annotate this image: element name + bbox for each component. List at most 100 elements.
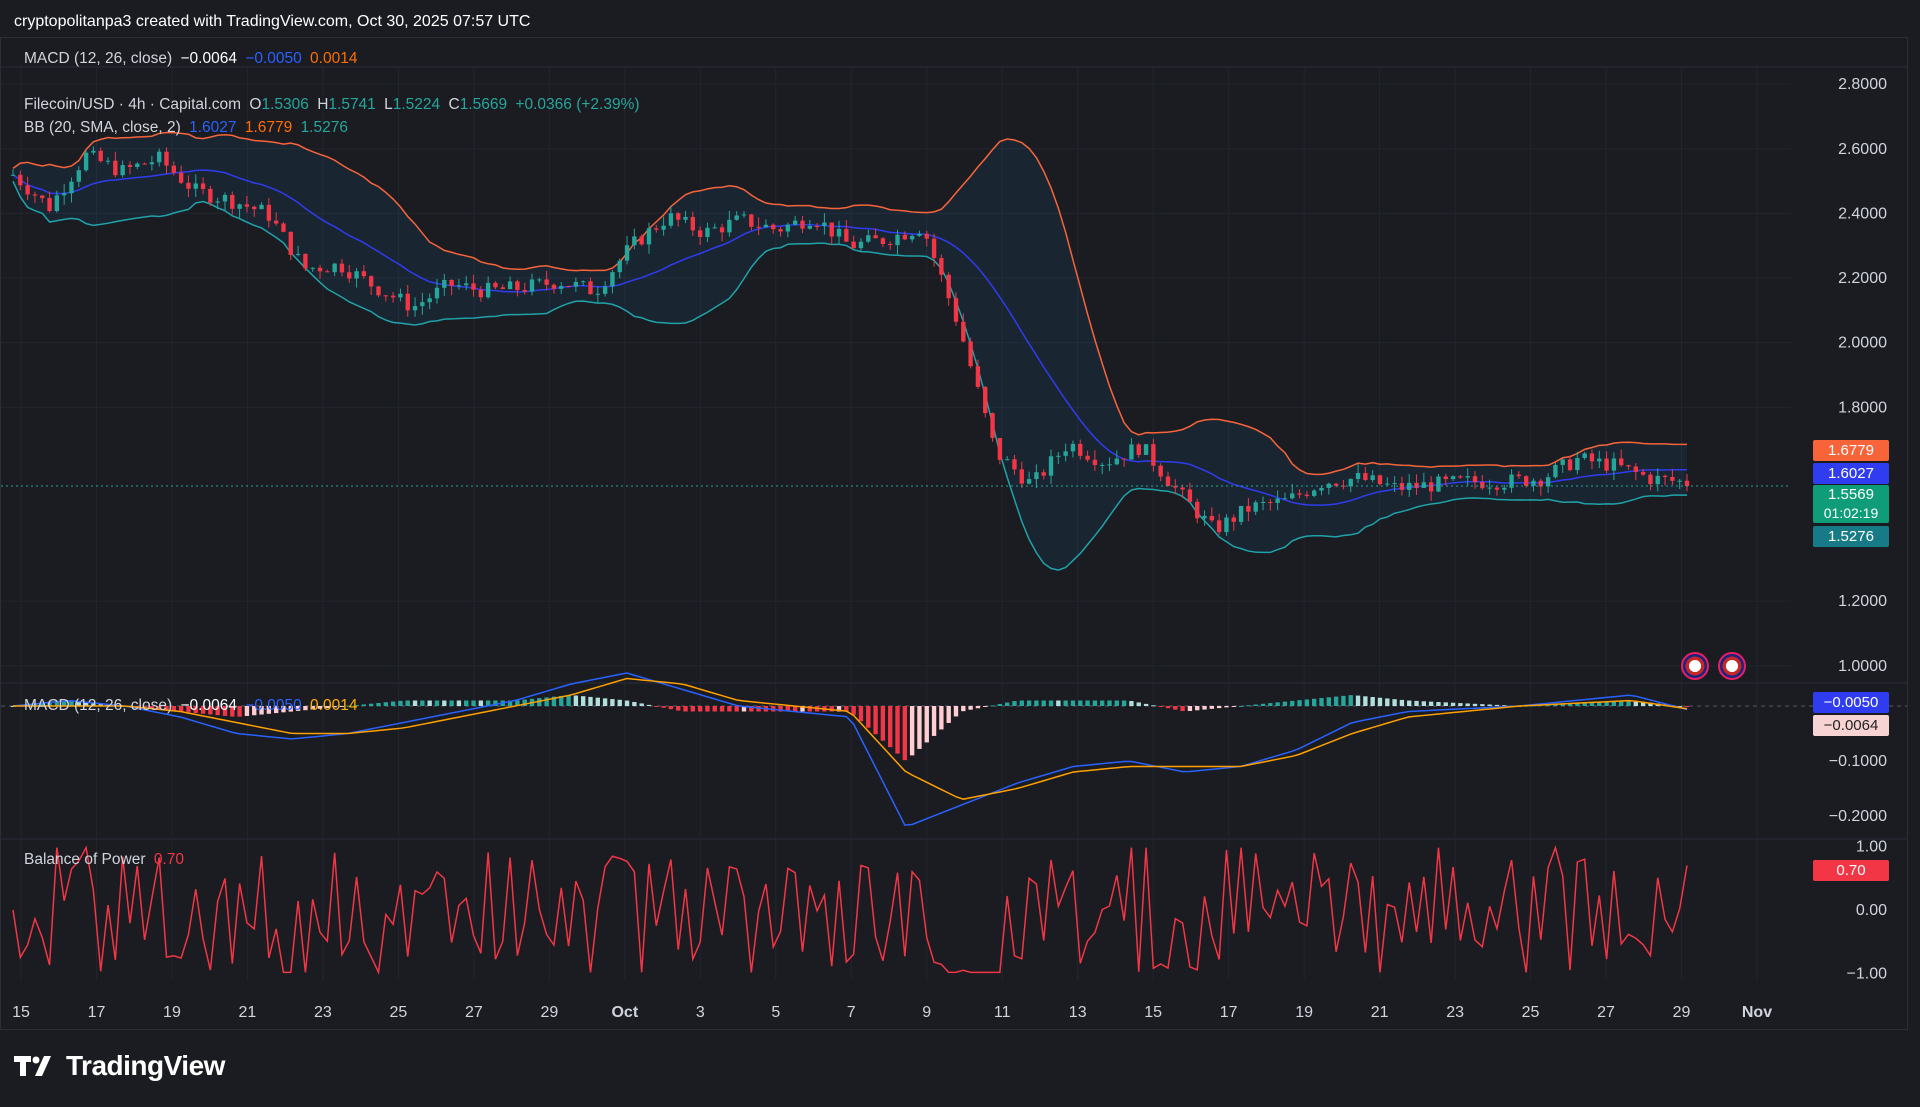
candle-body (83, 152, 89, 171)
macd-histogram-bar (1312, 698, 1317, 706)
macd-histogram-bar (1355, 695, 1361, 706)
candle-body (1516, 474, 1522, 477)
candle-body (873, 235, 878, 239)
y-tick-label: 2.0000 (1838, 335, 1887, 352)
candle-body (968, 341, 973, 367)
candle-body (661, 225, 666, 230)
macd-histogram-bar (1290, 700, 1295, 706)
bb-label: BB (20, SMA, close, 2) (24, 119, 181, 136)
macd-histogram-bar (1041, 700, 1046, 706)
macd-histogram-bar (1502, 705, 1507, 707)
macd-histogram-bar (946, 706, 951, 723)
us-flag-icon[interactable] (1718, 652, 1746, 680)
candle-body (252, 206, 257, 210)
candle-body (1297, 493, 1302, 495)
candle-body (186, 182, 191, 189)
macd-histogram-bar (200, 706, 206, 714)
candle-body (1450, 476, 1456, 480)
candle-body (654, 228, 659, 230)
candle-body (639, 236, 644, 245)
candle-body (1553, 464, 1558, 478)
candle-body (909, 235, 915, 240)
macd-histogram-bar (566, 695, 571, 706)
macd-histogram-bar (668, 706, 674, 710)
macd-signal-tag: −0.0050 (1813, 692, 1889, 713)
macd-histogram-bar (836, 706, 842, 712)
macd-histogram-bar (442, 700, 447, 706)
macd-histogram-bar (288, 706, 293, 712)
candle-body (551, 284, 557, 289)
macd-histogram-bar (1348, 695, 1353, 706)
macd-histogram-bar (1633, 701, 1639, 706)
candle-body (1333, 483, 1339, 486)
macd-histogram-bar (354, 705, 359, 707)
chart-frame[interactable]: 15 17 19 21 23 25 27 29 Oct 3 5 7 9 11 13 15 17 19 21 23 25 2… (0, 37, 1908, 1030)
macd-histogram-bar (54, 701, 60, 706)
candle-body (1428, 482, 1434, 492)
macd-histogram-bar (1004, 702, 1010, 706)
macd-histogram-bar (749, 706, 754, 712)
macd-histogram-bar (1640, 701, 1646, 706)
candle-body (610, 272, 615, 287)
candle-body (1619, 458, 1624, 466)
candle-body (325, 271, 330, 273)
macd-histogram-bar (1216, 706, 1222, 709)
macd-histogram-bar (485, 700, 491, 706)
macd-signal-line (13, 677, 1688, 800)
macd-histogram-bar (588, 696, 593, 706)
candle-body (1392, 483, 1397, 485)
candle-body (1604, 458, 1609, 471)
candle-body (1092, 459, 1098, 466)
x-tick-label: 11 (994, 1004, 1011, 1021)
candle-body (47, 198, 52, 212)
candle-body (420, 302, 425, 307)
macd-histogram-bar (807, 706, 812, 712)
candle-body (303, 253, 308, 269)
candle-body (1560, 459, 1565, 465)
macd-histogram-bar (683, 706, 688, 712)
candle-body (895, 234, 900, 246)
candle-body (836, 228, 842, 237)
candle-body (1502, 487, 1507, 490)
macd-histogram-bar (646, 704, 652, 706)
candle-body (1662, 475, 1668, 478)
candle-body (1034, 472, 1039, 480)
macd-histogram-bar (1231, 706, 1236, 707)
candle-body (1319, 487, 1324, 491)
candle-body (193, 183, 198, 189)
macd-histogram-bar (975, 706, 981, 709)
candle-body (1026, 479, 1032, 484)
x-tick-label: Oct (611, 1004, 638, 1021)
high-value: 1.5741 (328, 96, 376, 113)
macd-histogram-bar (522, 699, 527, 706)
macd-histogram-bar (917, 706, 922, 749)
candle-body (157, 151, 162, 163)
candle-body (1268, 501, 1273, 503)
candle-body (1078, 443, 1083, 456)
macd-histogram-bar (968, 706, 973, 710)
candle-body (40, 195, 45, 199)
chart-canvas[interactable]: 15 17 19 21 23 25 27 29 Oct 3 5 7 9 11 13 15 17 19 21 23 25 2… (1, 38, 1907, 1029)
candle-body (792, 220, 798, 225)
candle-body (18, 174, 23, 186)
tradingview-logo[interactable]: TradingView (14, 1050, 225, 1082)
candle-body (997, 437, 1003, 460)
macd-histogram-bar (464, 700, 469, 706)
candle-body (390, 295, 396, 298)
candle-body (690, 216, 696, 231)
macd-histogram-bar (332, 706, 337, 708)
macd-histogram-bar (573, 695, 579, 706)
low-label: L (384, 96, 393, 113)
symbol-legend: Filecoin/USD · 4h · Capital.com O1.5306 … (24, 96, 644, 114)
us-flag-icon[interactable] (1681, 652, 1709, 680)
macd-histogram-bar (61, 700, 67, 706)
macd-histogram-bar (1019, 700, 1024, 706)
candle-body (398, 293, 403, 298)
macd-histogram-bar (851, 706, 856, 715)
macd-histogram-bar (1114, 700, 1119, 706)
candle-body (1582, 453, 1587, 458)
candle-body (1041, 472, 1046, 476)
macd-histogram-bar (624, 700, 630, 706)
candle-body (1304, 494, 1310, 496)
x-tick-label: 25 (1522, 1004, 1540, 1021)
